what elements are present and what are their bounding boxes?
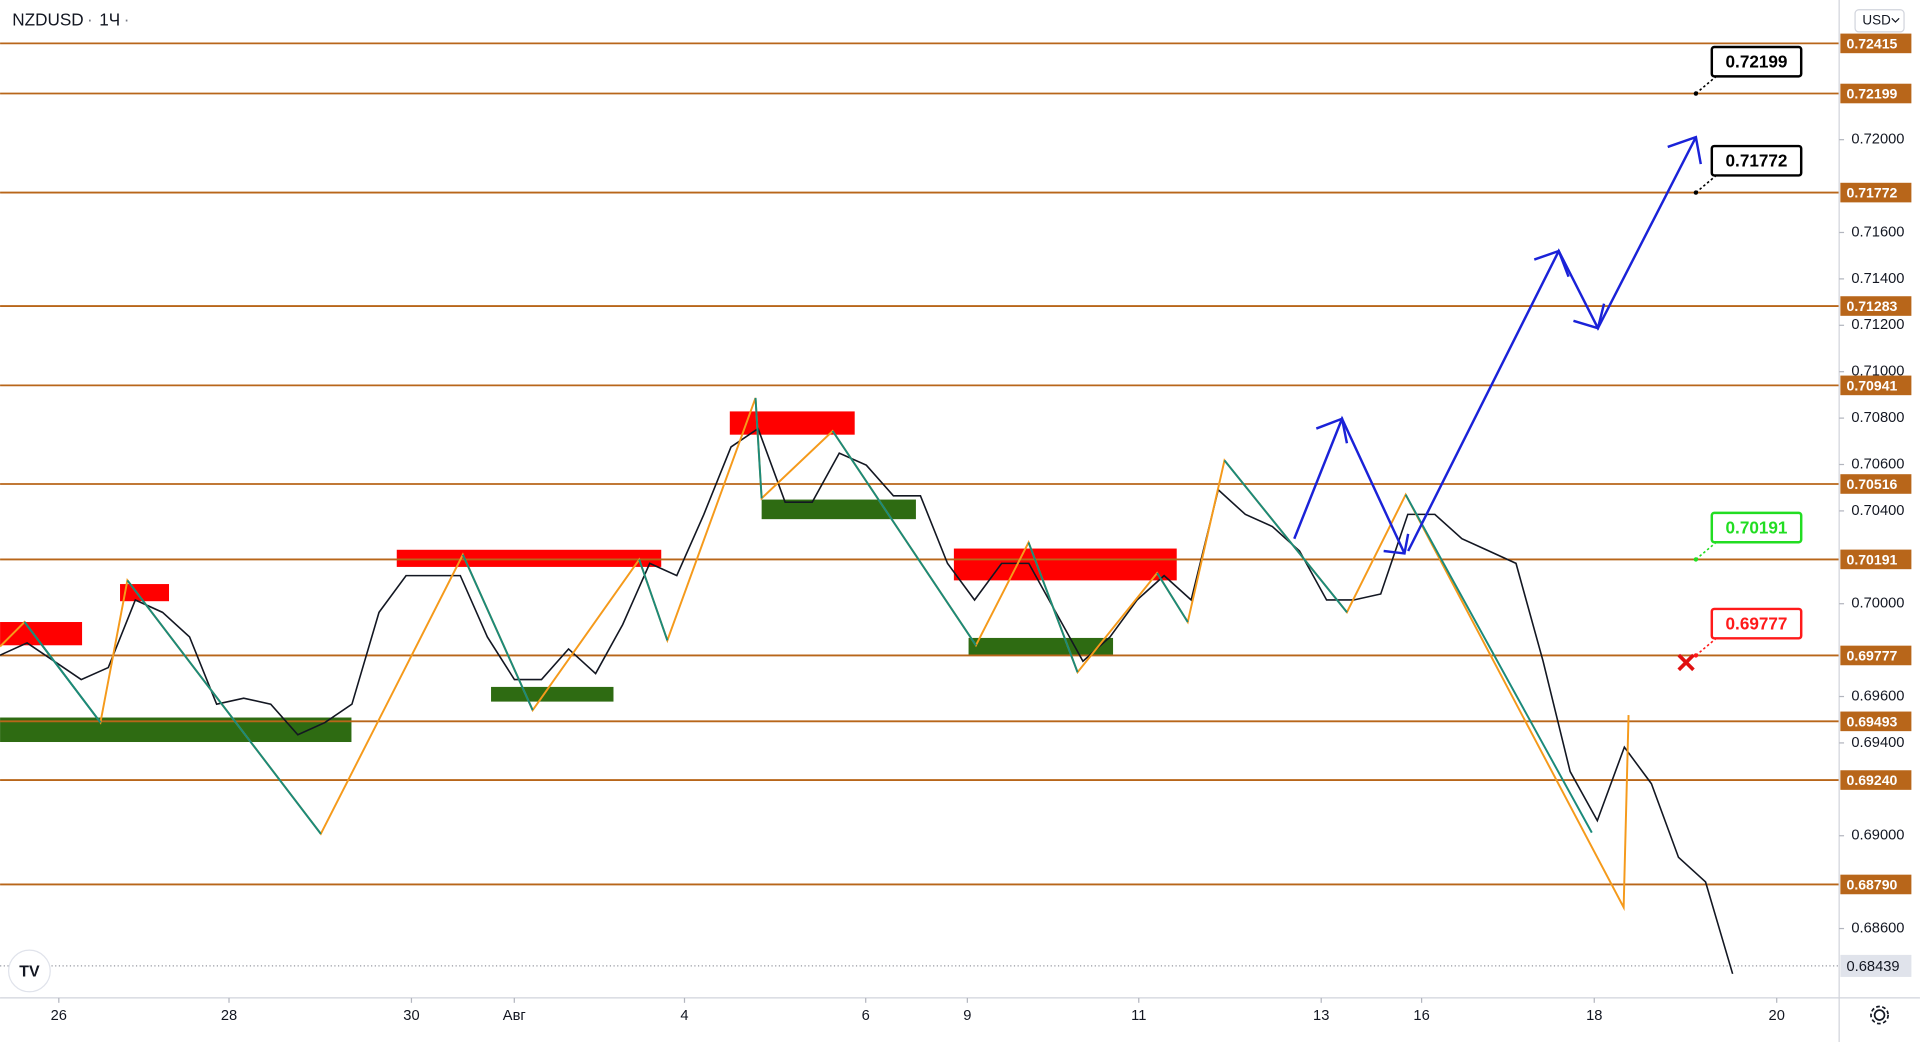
y-tick-label: 0.70400 <box>1851 503 1904 519</box>
interval: 1Ч <box>99 9 120 29</box>
currency-selector[interactable]: USD <box>1854 9 1905 33</box>
tv-logo[interactable]: TV <box>7 949 51 993</box>
level-label-box <box>1840 549 1912 570</box>
level-label: 0.68790 <box>1846 876 1897 892</box>
level-label-box <box>1840 375 1912 396</box>
level-label: 0.69777 <box>1846 647 1897 663</box>
level-label: 0.70516 <box>1846 476 1897 492</box>
y-tick-label: 0.70800 <box>1851 410 1904 426</box>
current-price-label: 0.68439 <box>1846 959 1899 975</box>
callout-label: 0.70191 <box>1726 517 1788 537</box>
callout-box <box>1710 511 1803 544</box>
settings-gear[interactable] <box>1870 1005 1889 1025</box>
level-label-box <box>1840 474 1912 494</box>
y-tick-label: 0.71200 <box>1851 317 1904 333</box>
x-tick-label: 9 <box>963 1008 971 1024</box>
y-tick-label: 0.68600 <box>1851 920 1904 936</box>
y-tick-label: 0.71400 <box>1851 271 1904 287</box>
level-label-box <box>1840 770 1912 790</box>
price-line <box>0 427 1734 975</box>
level-label: 0.72199 <box>1846 85 1897 101</box>
level-label-box <box>1840 645 1912 666</box>
callout-anchor <box>1693 653 1699 658</box>
y-tick-label: 0.69600 <box>1851 688 1904 704</box>
callout-anchor <box>1693 557 1699 562</box>
level-label: 0.70191 <box>1846 551 1897 567</box>
dropdown-caret <box>1891 17 1900 23</box>
y-tick-label: 0.70000 <box>1851 596 1904 612</box>
x-tick-label: 18 <box>1586 1008 1602 1024</box>
callout: 0.71772 <box>1693 144 1803 195</box>
x-tick-label: 26 <box>51 1008 67 1024</box>
zones <box>0 411 1177 743</box>
level-label-box <box>1840 711 1912 732</box>
x-tick-label: 16 <box>1413 1008 1429 1024</box>
level-label-box <box>1840 296 1912 316</box>
y-tick-label: 0.71600 <box>1851 224 1904 240</box>
x-tick-label: 4 <box>680 1008 688 1024</box>
x-tick-label: 28 <box>221 1008 237 1024</box>
level-label-box <box>1840 874 1912 895</box>
level-label-box <box>1840 83 1912 104</box>
symbol-header: NZDUSD · 1Ч · <box>12 9 129 29</box>
x-tick-label: Авг <box>503 1008 526 1024</box>
y-tick-label: 0.71000 <box>1851 364 1904 380</box>
currency[interactable]: USD <box>1862 12 1891 27</box>
currency-box[interactable] <box>1854 9 1905 33</box>
y-tick-label: 0.69400 <box>1851 735 1904 751</box>
callout-label: 0.71772 <box>1726 150 1788 170</box>
symbol: NZDUSD <box>12 9 83 29</box>
separator: · <box>87 9 93 29</box>
level-label: 0.69240 <box>1846 772 1897 788</box>
level-label: 0.71283 <box>1846 298 1897 314</box>
level-label-box <box>1840 182 1912 203</box>
x-tick-label: 11 <box>1131 1008 1146 1024</box>
callout: 0.69777 <box>1693 607 1803 658</box>
forecast-arrows <box>1293 135 1702 555</box>
y-tick-label: 0.70600 <box>1851 456 1904 472</box>
current-price-box <box>1840 954 1912 977</box>
callout-label: 0.69777 <box>1726 613 1788 633</box>
x-tick-label: 20 <box>1769 1008 1785 1024</box>
level-label: 0.72415 <box>1846 35 1897 51</box>
separator: · <box>124 9 130 29</box>
supply-zones <box>0 411 1177 646</box>
x-tick-label: 13 <box>1313 1008 1329 1024</box>
y-tick-label: 0.69000 <box>1851 828 1904 844</box>
callout: 0.70191 <box>1693 511 1803 562</box>
level-label: 0.71772 <box>1846 185 1897 201</box>
cancel-mark <box>1677 653 1695 672</box>
demand-zones <box>0 499 1114 743</box>
x-tick-label: 30 <box>403 1008 419 1024</box>
level-label-box <box>1840 33 1912 54</box>
level-label: 0.69493 <box>1846 713 1897 729</box>
callout-anchor <box>1693 91 1699 96</box>
level-label: 0.70941 <box>1846 377 1897 393</box>
callout-label: 0.72199 <box>1726 51 1788 71</box>
callout-box <box>1710 607 1803 640</box>
y-tick-label: 0.72000 <box>1851 132 1904 148</box>
callout-anchor <box>1693 190 1699 195</box>
callout-box <box>1710 45 1803 78</box>
callout-box <box>1710 144 1803 177</box>
x-tick-label: 6 <box>862 1008 870 1024</box>
callout: 0.72199 <box>1693 45 1803 96</box>
svg-text:TV: TV <box>19 963 40 980</box>
zigzag <box>0 397 1630 912</box>
